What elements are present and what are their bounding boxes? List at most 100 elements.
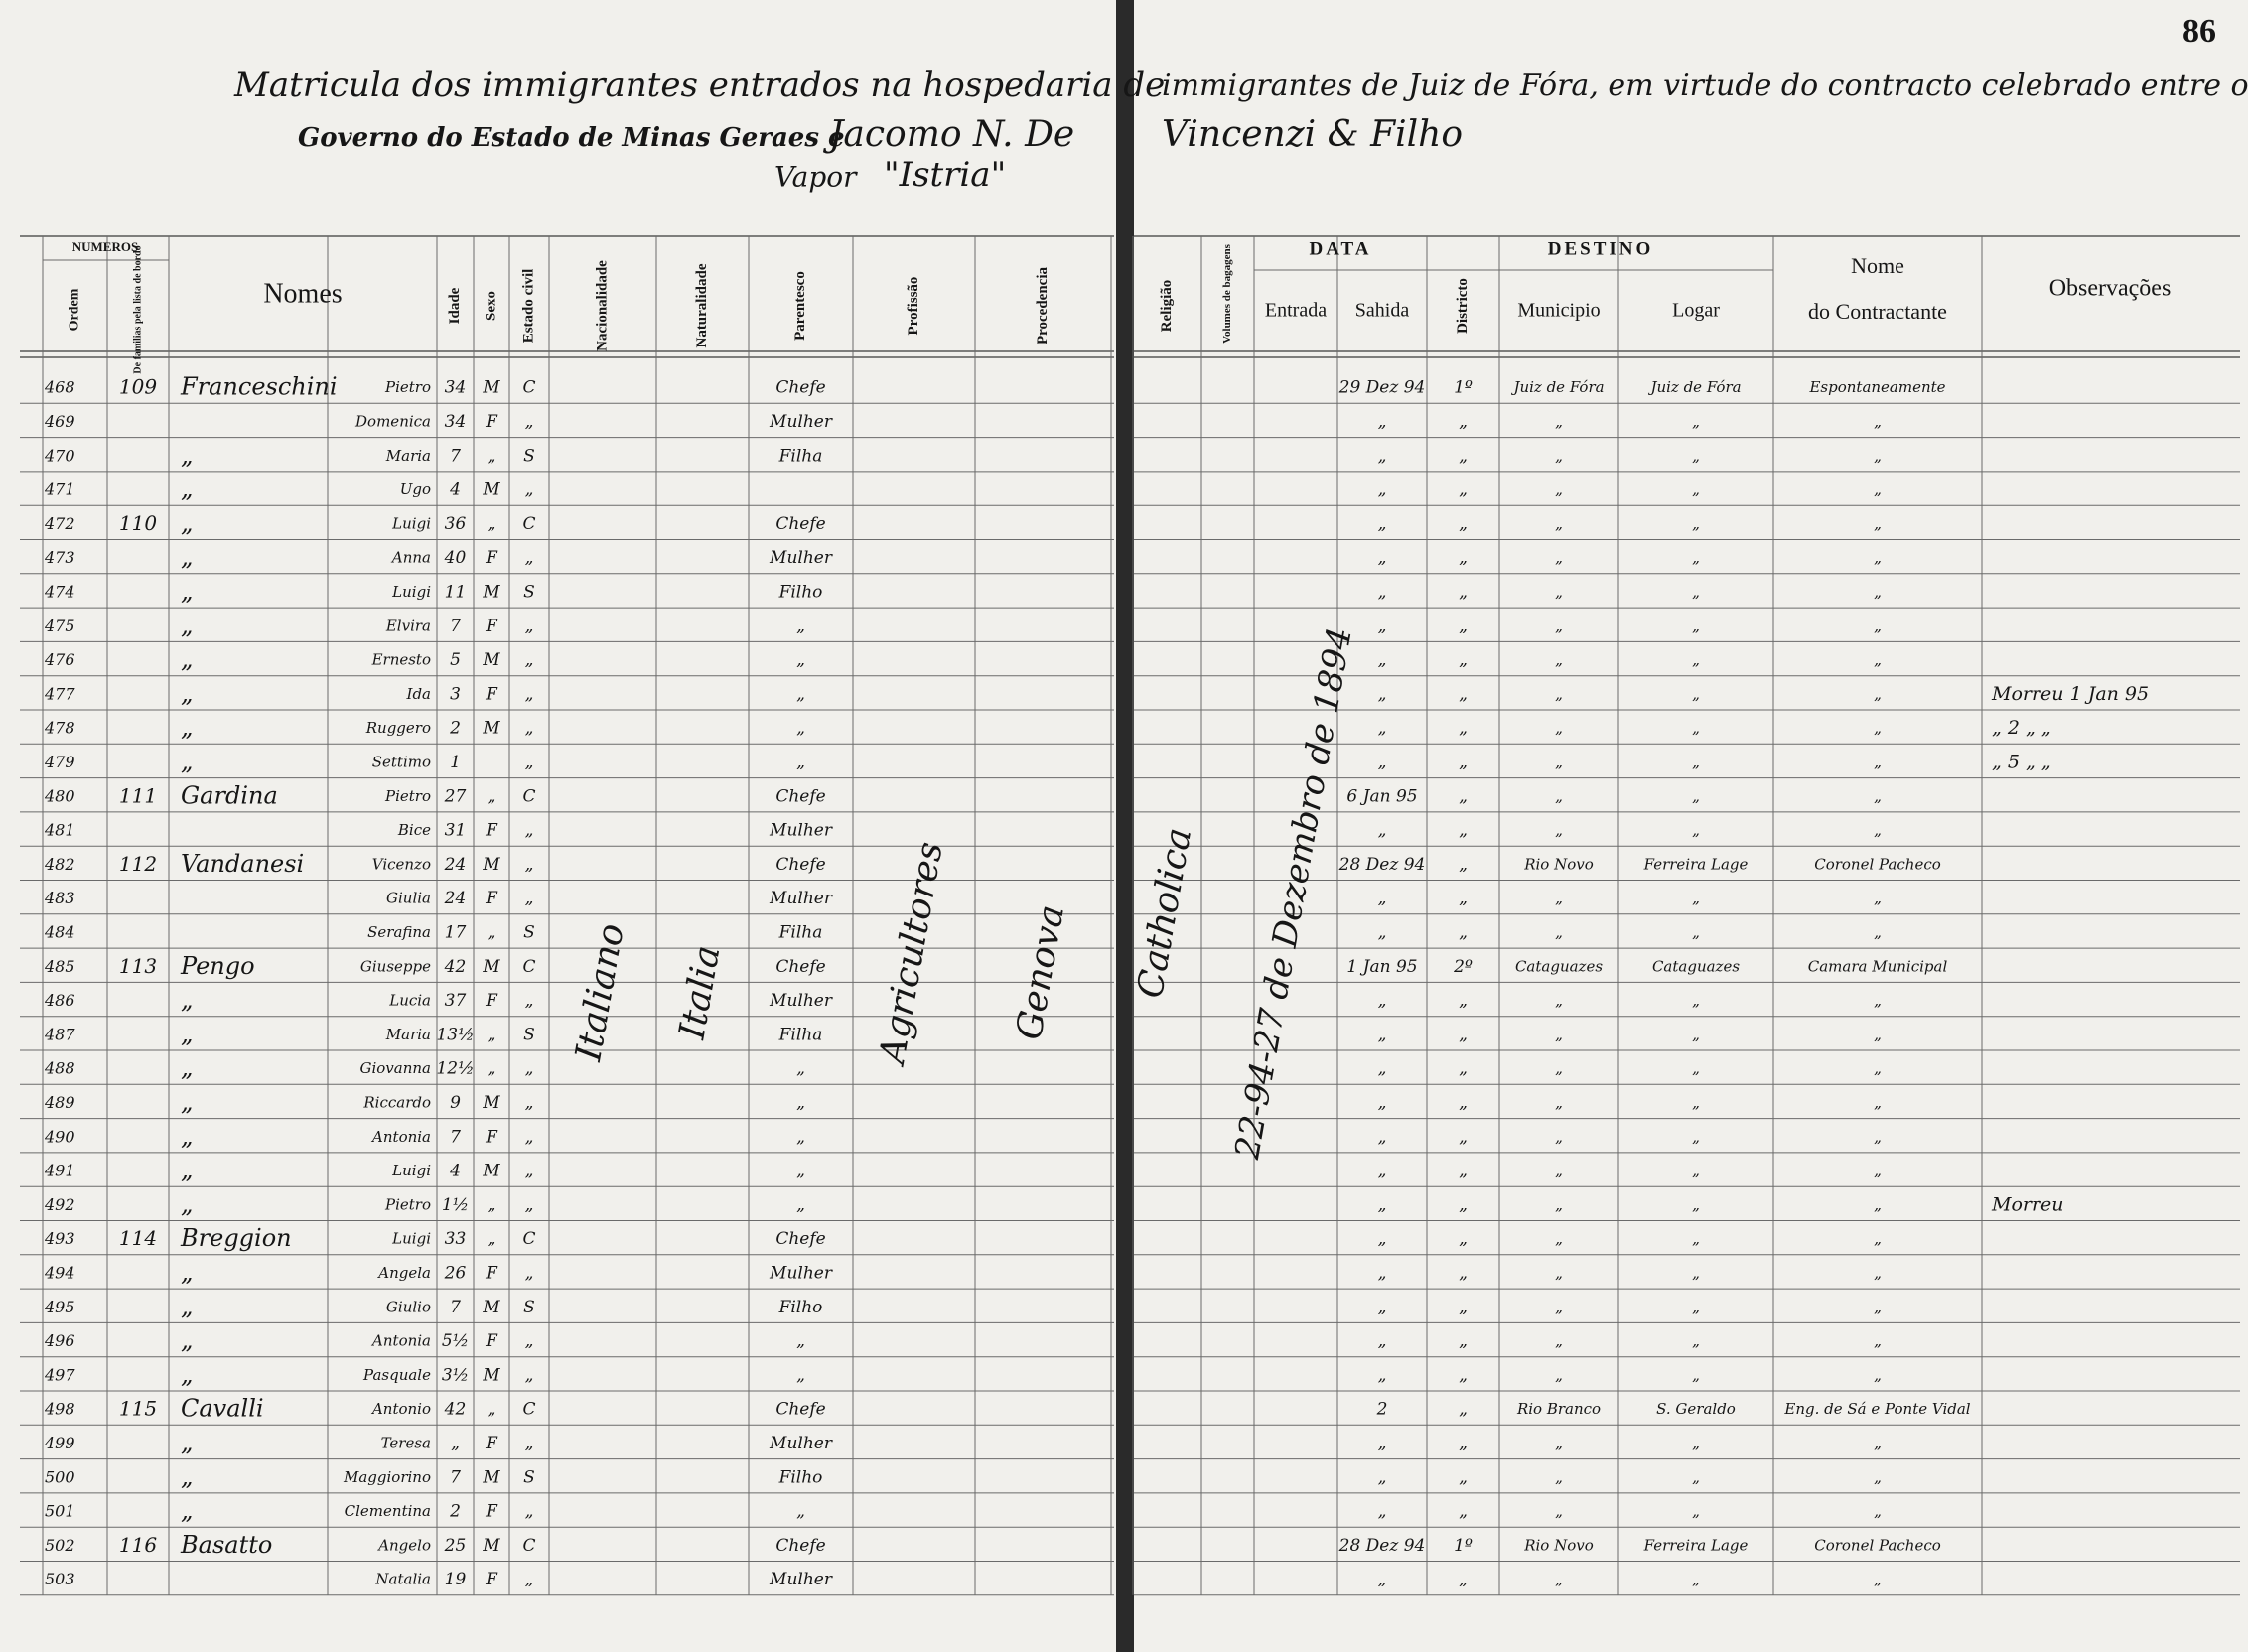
cell-sobrenome: „ [181,1157,193,1184]
cell-estado: „ [525,650,534,670]
cell-parentesco: Filho [778,1298,823,1317]
cell-sexo: M [482,1093,500,1113]
cell-nome: Angela [376,1264,431,1282]
cell-contractante: Coronel Pacheco [1814,1536,1941,1554]
cell-districto: „ [1459,582,1468,602]
cell-ordem: 478 [44,719,75,738]
cell-sahida: 6 Jan 95 [1346,786,1417,806]
cell-logar: „ [1692,1366,1700,1384]
cell-nome: Vicenzo [372,855,431,873]
cell-nome: Antonio [370,1400,431,1418]
cell-sexo: F [485,991,498,1011]
cell-sexo: F [485,889,498,908]
cell-sahida: 28 Dez 94 [1338,1536,1426,1556]
cell-logar: „ [1692,1434,1700,1451]
cell-estado: „ [525,1502,534,1522]
cell-logar: „ [1692,1195,1700,1213]
cell-sexo: M [482,1536,500,1556]
cell-sahida: 29 Dez 94 [1338,378,1426,398]
cell-nome: Ruggero [365,719,431,737]
cell-sahida: „ [1378,1298,1387,1317]
cell-municipio: „ [1555,1128,1563,1146]
cell-sobrenome: Vandanesi [181,850,304,878]
cell-estado: „ [525,1331,534,1351]
cell-districto: 2º [1453,957,1473,977]
cell-districto: „ [1459,1467,1468,1487]
cell-estado: „ [525,855,534,875]
cell-sexo: F [485,1434,498,1453]
cell-sahida: „ [1378,650,1387,670]
cell-sexo: F [485,1263,498,1283]
cell-familia: 116 [119,1533,157,1557]
cell-municipio: Rio Novo [1523,855,1594,873]
cell-municipio: Cataguazes [1515,957,1603,975]
cell-sexo: „ [488,1400,496,1420]
cell-sexo: F [485,1570,498,1589]
cell-municipio: „ [1555,583,1563,601]
cell-idade: 42 [444,957,467,977]
cell-sobrenome: „ [181,1054,193,1082]
cell-sexo: M [482,481,500,500]
cell-estado: „ [525,1365,534,1385]
cell-municipio: „ [1555,1502,1563,1520]
title-left: Matricula dos immigrantes entrados na ho… [233,66,1165,105]
cell-municipio: Rio Novo [1523,1536,1594,1554]
cell-municipio: „ [1555,890,1563,907]
cell-logar: „ [1692,753,1700,770]
cell-nome: Teresa [381,1434,431,1451]
cell-nome: Luigi [391,514,431,532]
cell-sexo: F [485,412,498,432]
cell-districto: „ [1459,786,1468,806]
cell-parentesco: Mulher [769,1570,833,1589]
cell-nome: Serafina [367,923,431,941]
cell-sobrenome: „ [181,986,193,1014]
cell-ordem: 501 [45,1502,75,1521]
cell-sexo: M [482,1467,500,1487]
cell-nome: Giuseppe [360,957,431,975]
cell-estado: S [523,446,535,466]
cell-municipio: „ [1555,447,1563,465]
column-header: Entrada [1265,300,1327,322]
cell-ordem: 479 [44,753,75,771]
cell-estado: C [522,378,535,398]
cell-ordem: 491 [44,1162,75,1180]
cell-idade: 37 [445,991,467,1011]
cell-sobrenome: Cavalli [181,1395,264,1423]
cell-logar: „ [1692,923,1700,941]
cell-logar: „ [1692,514,1700,532]
cell-estado: „ [525,1162,534,1181]
cell-parentesco: „ [796,684,805,704]
cell-contractante: „ [1874,1093,1882,1111]
cell-parentesco: „ [796,753,805,772]
column-header: Religião [1159,280,1175,333]
cell-contractante: „ [1874,1571,1882,1588]
cell-districto: „ [1459,1059,1468,1079]
cell-observacoes: Morreu 1 Jan 95 [1991,683,2149,705]
cell-estado: C [522,514,535,534]
cell-districto: „ [1459,1025,1468,1044]
cell-nome: Maggiorino [343,1468,431,1486]
cell-nome: Giovanna [360,1059,432,1077]
cell-nome: Luigi [391,1162,431,1179]
cell-parentesco: „ [796,1059,805,1079]
cell-logar: „ [1692,447,1700,465]
cell-parentesco: „ [796,1162,805,1181]
cell-nome: Luigi [391,1230,431,1248]
cell-idade: 3 [450,684,461,704]
cell-parentesco: Filha [778,446,823,466]
cell-logar: „ [1692,1332,1700,1350]
cell-sobrenome: „ [181,679,193,707]
cell-idade: „ [451,1434,460,1453]
cell-estado: „ [525,753,534,772]
cell-sexo: M [482,650,500,670]
cell-parentesco: Chefe [775,1400,825,1420]
cell-logar: „ [1692,1162,1700,1179]
cell-idade: 7 [450,1298,461,1317]
cell-sexo: M [482,1298,500,1317]
cell-estado: C [522,1400,535,1420]
cell-municipio: „ [1555,481,1563,498]
cell-sahida: „ [1378,1263,1387,1283]
cell-contractante: „ [1874,1502,1882,1520]
